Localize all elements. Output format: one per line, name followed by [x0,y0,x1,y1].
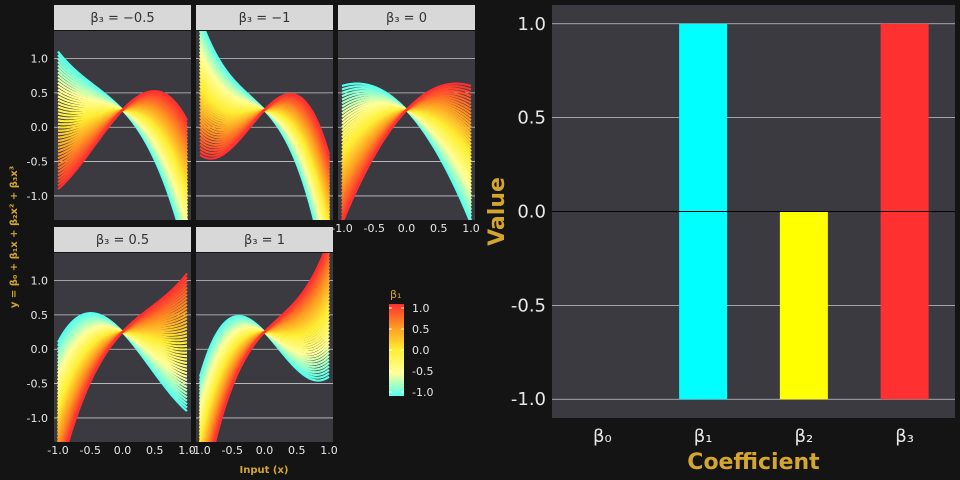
polynomial-curves [340,82,473,220]
y-axis-title: y = β₀ + β₁x + β₂x² + β₃x³ [9,166,20,308]
facet-strip [196,5,333,30]
y-tick-label: 1.0 [31,274,49,287]
y-tick-label: 0.5 [31,87,49,100]
y-tick-label: -1.0 [27,190,48,203]
legend-label: 0.0 [412,344,430,357]
x-axis-title: Coefficient [687,450,820,475]
x-tick-label: 0.5 [146,444,164,457]
curve-line [199,92,331,160]
legend-title: β₁ [390,288,401,301]
curve-line [213,253,326,442]
polynomial-curves [56,272,188,442]
facet-strip-label: β₃ = 0.5 [96,233,149,248]
x-tick-label: -1.0 [189,444,210,457]
polynomial-curves [198,253,331,442]
x-tick-label: 1.0 [462,222,480,235]
facet-strip-label: β₃ = −0.5 [90,11,154,26]
facet-panel: β₃ = 0 -1.0 -0.5 0.0 0.5 1.0 [331,5,480,235]
x-tick-label: -1.0 [47,444,68,457]
beta1-colorbar-legend: β₁ 1.0 0.5 0.0 -0.5 -1.0 [389,288,433,399]
faceted-polynomial-chart: β₃ = −0.5 -1.0 -0.5 0.0 0.5 1.0 β₃ = −1 β₃ = 0 -… [9,5,480,476]
y-tick-label: 0.0 [31,121,49,134]
polynomial-curves [198,31,331,220]
bar [779,211,828,400]
y-tick-label: 0.0 [517,202,546,223]
facet-strip-label: β₃ = 0 [386,11,427,26]
x-tick-label: -1.0 [331,222,352,235]
x-tick-label: 1.0 [320,444,338,457]
x-tick-label: 1.0 [178,444,196,457]
legend-label: -1.0 [412,386,433,399]
legend-label: 0.5 [412,323,430,336]
x-tick-label: 0.0 [114,444,132,457]
coefficient-bar-chart: -1.0 -0.5 0.0 0.5 1.0 β₀ β₁ β₂ β₃ Coefficient Valu… [485,5,955,475]
x-tick-label: β₂ [795,426,814,447]
y-tick-label: 1.0 [31,52,49,65]
x-tick-label: 0.5 [430,222,448,235]
facet-strip-label: β₃ = −1 [239,11,291,26]
y-tick-label: 0.5 [517,108,546,129]
y-tick-label: -0.5 [27,156,48,169]
facet-panel: β₃ = −0.5 -1.0 -0.5 0.0 0.5 1.0 [27,5,191,220]
x-tick-label: β₁ [694,426,713,447]
x-tick-label: β₃ [895,426,914,447]
x-tick-label: -0.5 [80,444,101,457]
curve-line [57,90,188,190]
x-tick-label: -0.5 [222,444,243,457]
facet-strip-label: β₃ = 1 [244,233,285,248]
y-tick-label: -1.0 [27,412,48,425]
x-tick-label: 0.0 [256,444,274,457]
y-tick-label: -0.5 [511,295,546,316]
legend-label: -0.5 [412,365,433,378]
facet-panel: β₃ = 0.5 -1.0 -0.5 0.0 0.5 1.0 -1.0 -0.5 0.0 0.5 1… [27,227,196,457]
y-axis-title: Value [485,177,510,246]
x-tick-label: 0.0 [398,222,416,235]
y-tick-label: -1.0 [511,389,546,410]
polynomial-curves [57,50,189,220]
curve-line [342,82,472,220]
facet-strip [54,227,191,252]
y-tick-label: -0.5 [27,378,48,391]
x-axis-title: Input (x) [240,465,289,476]
x-tick-label: -0.5 [364,222,385,235]
y-tick-label: 0.5 [31,309,49,322]
curve-line [67,272,188,442]
legend-label: 1.0 [412,302,430,315]
y-tick-label: 0.0 [31,343,49,356]
facet-panel: β₃ = 1 -1.0 -0.5 0.0 0.5 1.0 [189,227,338,457]
legend-colorbar [389,304,404,396]
x-tick-label: β₀ [593,426,612,447]
facet-strip [54,5,191,30]
facet-strip [338,5,475,30]
x-tick-label: 0.5 [288,444,306,457]
y-tick-label: 1.0 [517,14,546,35]
facet-panel: β₃ = −1 [196,5,333,220]
facet-strip [196,227,333,252]
